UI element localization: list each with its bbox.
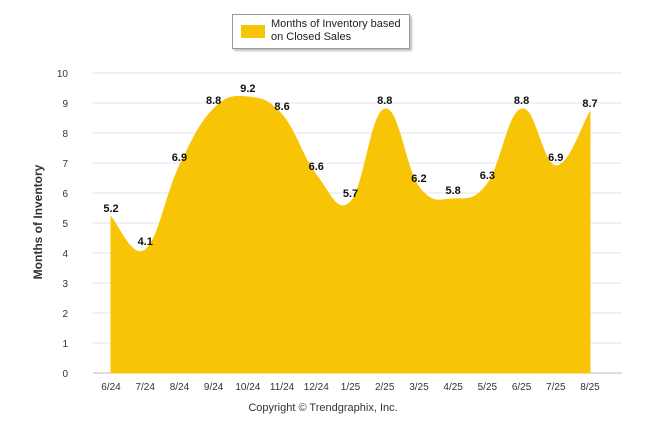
- x-tick-label: 8/24: [170, 382, 190, 393]
- data-label: 4.1: [138, 236, 153, 248]
- y-axis-ticks: 0 1 2 3 4 5 6 7 8 9 10: [57, 69, 69, 380]
- y-tick-label: 10: [57, 69, 69, 80]
- x-tick-label: 7/24: [135, 382, 155, 393]
- y-tick-label: 4: [62, 249, 68, 260]
- x-tick-label: 1/25: [341, 382, 361, 393]
- copyright-text: Copyright © Trendgraphix, Inc.: [248, 402, 398, 414]
- x-tick-label: 4/25: [443, 382, 463, 393]
- legend: Months of Inventory based on Closed Sale…: [232, 14, 410, 49]
- x-tick-label: 8/25: [580, 382, 600, 393]
- x-tick-label: 5/25: [478, 382, 498, 393]
- data-label: 8.6: [274, 101, 289, 113]
- y-tick-label: 1: [62, 339, 68, 350]
- data-label: 6.3: [480, 170, 495, 182]
- x-tick-label: 6/24: [101, 382, 121, 393]
- y-tick-label: 0: [62, 369, 68, 380]
- data-labels: 5.2 4.1 6.9 8.8 9.2 8.6 6.6 5.7 8.8 6.2 5.8 6.3 8.8 6…: [103, 83, 597, 248]
- x-tick-label: 11/24: [270, 382, 295, 393]
- data-label: 6.9: [548, 152, 563, 164]
- y-axis-label: Months of Inventory: [31, 164, 45, 279]
- data-label: 6.6: [309, 161, 324, 173]
- data-label: 8.8: [514, 95, 529, 107]
- y-tick-label: 2: [62, 309, 68, 320]
- y-tick-label: 6: [62, 189, 68, 200]
- x-tick-label: 10/24: [235, 382, 260, 393]
- x-tick-label: 9/24: [204, 382, 224, 393]
- data-label: 8.7: [582, 98, 597, 110]
- y-tick-label: 7: [62, 159, 68, 170]
- legend-swatch: [241, 25, 265, 38]
- data-label: 6.9: [172, 152, 187, 164]
- x-tick-label: 12/24: [304, 382, 329, 393]
- y-tick-label: 8: [62, 129, 68, 140]
- x-tick-label: 6/25: [512, 382, 532, 393]
- x-tick-label: 2/25: [375, 382, 395, 393]
- y-tick-label: 9: [62, 99, 68, 110]
- data-label: 5.2: [103, 203, 118, 215]
- data-label: 9.2: [240, 83, 255, 95]
- x-axis-ticks: 6/24 7/24 8/24 9/24 10/24 11/24 12/24 1/25 2/25 3…: [101, 382, 600, 393]
- x-tick-label: 3/25: [409, 382, 429, 393]
- y-tick-label: 3: [62, 279, 68, 290]
- x-tick-label: 7/25: [546, 382, 566, 393]
- data-label: 6.2: [411, 173, 426, 185]
- data-label: 5.8: [445, 185, 460, 197]
- data-label: 8.8: [377, 95, 392, 107]
- y-tick-label: 5: [62, 219, 68, 230]
- area-fill: [110, 95, 591, 374]
- legend-label: Months of Inventory based on Closed Sale…: [271, 18, 401, 43]
- area-series: [110, 95, 591, 374]
- data-label: 5.7: [343, 188, 358, 200]
- data-label: 8.8: [206, 95, 221, 107]
